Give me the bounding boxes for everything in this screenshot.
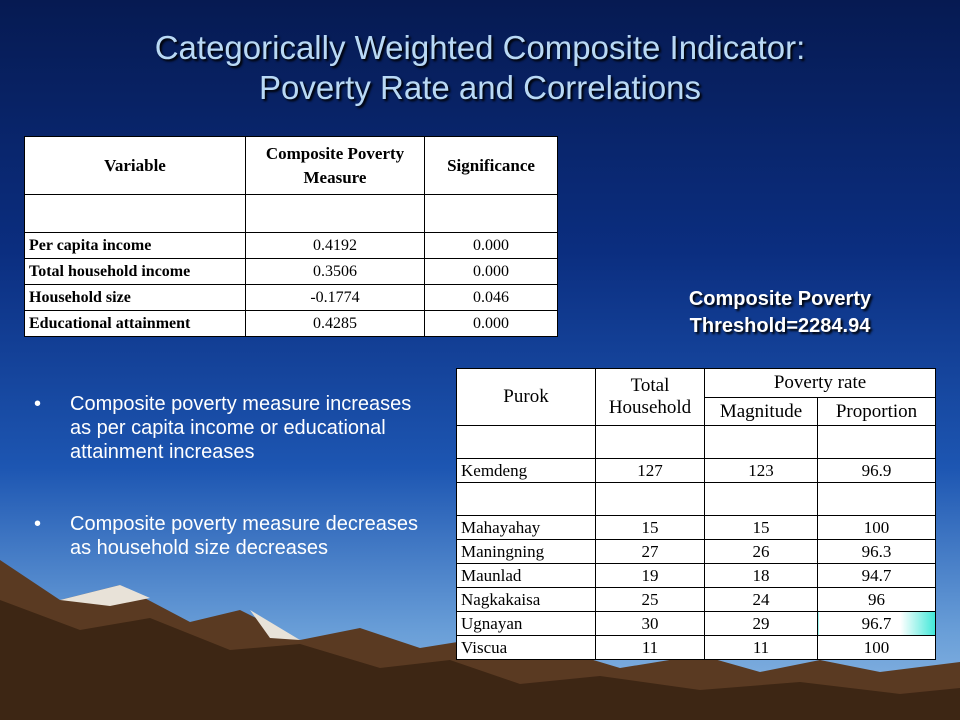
table-row: Per capita income 0.4192 0.000 (24, 232, 558, 259)
cell-total: 15 (595, 515, 705, 540)
bullet-marker: • (34, 393, 42, 415)
cell-purok: Viscua (456, 635, 596, 660)
table-row-summary: Kemdeng 127 123 96.9 (456, 458, 936, 483)
cell-magnitude: 15 (704, 515, 818, 540)
cell-proportion: 96 (817, 587, 936, 612)
header-total-line-1: Total (630, 375, 670, 396)
cell-proportion: 100 (817, 515, 936, 540)
cell-variable: Household size (24, 284, 246, 311)
poverty-rate-table: Purok Total Household Poverty rate Magni… (456, 368, 936, 660)
table-row: Mahayahay 15 15 100 (456, 515, 936, 540)
header-measure-line-1: Composite Poverty (265, 143, 405, 163)
header-purok: Purok (456, 368, 596, 426)
cell-magnitude: 11 (704, 635, 818, 660)
cell-magnitude: 24 (704, 587, 818, 612)
table-header-row: Variable Composite Poverty Measure Signi… (24, 136, 558, 195)
cell-variable: Per capita income (24, 232, 246, 259)
cell-measure: 0.3506 (245, 258, 425, 285)
cell-measure: 0.4285 (245, 310, 425, 337)
cell-proportion: 100 (817, 635, 936, 660)
poverty-threshold-label: Composite Poverty Threshold=2284.94 (620, 286, 940, 340)
threshold-line-2: Threshold=2284.94 (689, 315, 871, 337)
slide-title: Categorically Weighted Composite Indicat… (40, 28, 920, 108)
cell-magnitude: 26 (704, 539, 818, 564)
table-spacer-row (456, 425, 936, 459)
title-line-2: Poverty Rate and Correlations (258, 69, 702, 106)
cell-magnitude: 29 (704, 611, 818, 636)
bullet-text: Composite poverty measure decreases as h… (70, 513, 418, 559)
cell-measure: -0.1774 (245, 284, 425, 311)
correlation-table: Variable Composite Poverty Measure Signi… (24, 136, 558, 337)
header-total-household: Total Household (595, 368, 705, 426)
header-significance: Significance (424, 136, 558, 195)
cell-total: 19 (595, 563, 705, 588)
cell-variable: Total household income (24, 258, 246, 285)
cell-purok: Nagkakaisa (456, 587, 596, 612)
cell-magnitude: 18 (704, 563, 818, 588)
table-row: Educational attainment 0.4285 0.000 (24, 310, 558, 337)
bullet-item: • Composite poverty measure decreases as… (34, 512, 424, 560)
cell-significance: 0.000 (424, 310, 558, 337)
cell-proportion: 96.7 (817, 611, 936, 636)
cell-purok: Kemdeng (456, 458, 596, 483)
table-spacer-row (456, 482, 936, 516)
header-composite-measure: Composite Poverty Measure (245, 136, 425, 195)
cell-significance: 0.000 (424, 232, 558, 259)
table-row: Maunlad 19 18 94.7 (456, 563, 936, 588)
bullet-marker: • (34, 513, 42, 535)
table-row: Total household income 0.3506 0.000 (24, 258, 558, 285)
header-variable: Variable (24, 136, 246, 195)
bullet-text: Composite poverty measure increases as p… (70, 393, 412, 463)
cell-total: 25 (595, 587, 705, 612)
cell-total: 127 (595, 458, 705, 483)
cell-significance: 0.000 (424, 258, 558, 285)
header-measure-line-2: Measure (303, 167, 367, 187)
table-row: Household size -0.1774 0.046 (24, 284, 558, 311)
threshold-line-1: Composite Poverty (688, 288, 872, 310)
cell-measure: 0.4192 (245, 232, 425, 259)
bullet-item: • Composite poverty measure increases as… (34, 392, 424, 464)
cell-purok: Maunlad (456, 563, 596, 588)
cell-total: 27 (595, 539, 705, 564)
cell-proportion: 94.7 (817, 563, 936, 588)
cell-total: 30 (595, 611, 705, 636)
table-spacer-row (24, 194, 558, 233)
header-magnitude: Magnitude (704, 397, 818, 426)
table-row: Nagkakaisa 25 24 96 (456, 587, 936, 612)
cell-purok: Ugnayan (456, 611, 596, 636)
bullet-list: • Composite poverty measure increases as… (34, 392, 424, 608)
table-header-row: Purok Total Household Poverty rate (456, 368, 936, 426)
cell-proportion: 96.9 (817, 458, 936, 483)
cell-variable: Educational attainment (24, 310, 246, 337)
header-proportion: Proportion (817, 397, 936, 426)
table-row: Ugnayan 30 29 96.7 (456, 611, 936, 636)
header-total-line-2: Household (608, 397, 692, 418)
cell-total: 11 (595, 635, 705, 660)
header-poverty-rate: Poverty rate (704, 368, 936, 398)
cell-magnitude: 123 (704, 458, 818, 483)
table-row: Maningning 27 26 96.3 (456, 539, 936, 564)
cell-significance: 0.046 (424, 284, 558, 311)
cell-purok: Maningning (456, 539, 596, 564)
table-row: Viscua 11 11 100 (456, 635, 936, 660)
cell-purok: Mahayahay (456, 515, 596, 540)
title-line-1: Categorically Weighted Composite Indicat… (154, 29, 806, 66)
cell-proportion: 96.3 (817, 539, 936, 564)
